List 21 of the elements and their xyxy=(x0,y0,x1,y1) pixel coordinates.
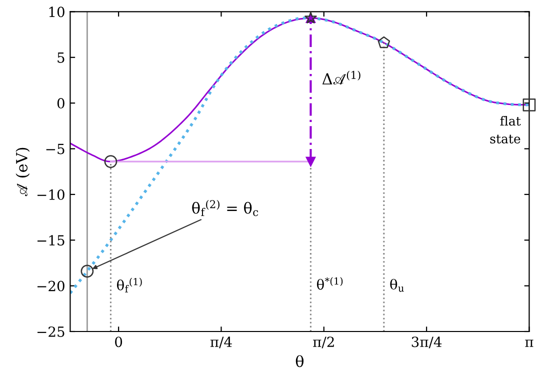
x-tick-label: π xyxy=(525,340,534,347)
y-tick-label: 0 xyxy=(57,98,64,109)
y-axis-title: 𝒜 (eV) xyxy=(16,148,30,196)
y-tick-label: −25 xyxy=(38,326,64,337)
y-tick-label: −15 xyxy=(38,235,64,246)
x-tick-label: 0 xyxy=(115,336,122,348)
annotation: flat state xyxy=(490,116,521,144)
annotation: θ$_{u}$ xyxy=(390,278,404,292)
x-tick-label: π/2 xyxy=(313,336,334,348)
y-tick-label: 10 xyxy=(49,6,64,18)
annotation: θ$_{f}$$^{(1)}$ xyxy=(116,278,142,292)
annotation: Δ𝒜$^{(1)}$ xyxy=(322,70,360,85)
x-tick-label: 3π/4 xyxy=(412,336,442,348)
annotation: θ$_{f}$$^{(2)}$ = θ$_{c}$ xyxy=(192,200,258,216)
x-axis-title: θ xyxy=(296,355,304,368)
y-tick-label: −20 xyxy=(38,280,64,292)
x-tick-label: π/4 xyxy=(210,336,232,348)
y-tick-label: 5 xyxy=(58,52,64,63)
y-tick-label: −10 xyxy=(38,189,64,200)
annotation: θ$^{*(1)}$ xyxy=(316,277,343,290)
y-tick-label: −5 xyxy=(46,144,64,154)
